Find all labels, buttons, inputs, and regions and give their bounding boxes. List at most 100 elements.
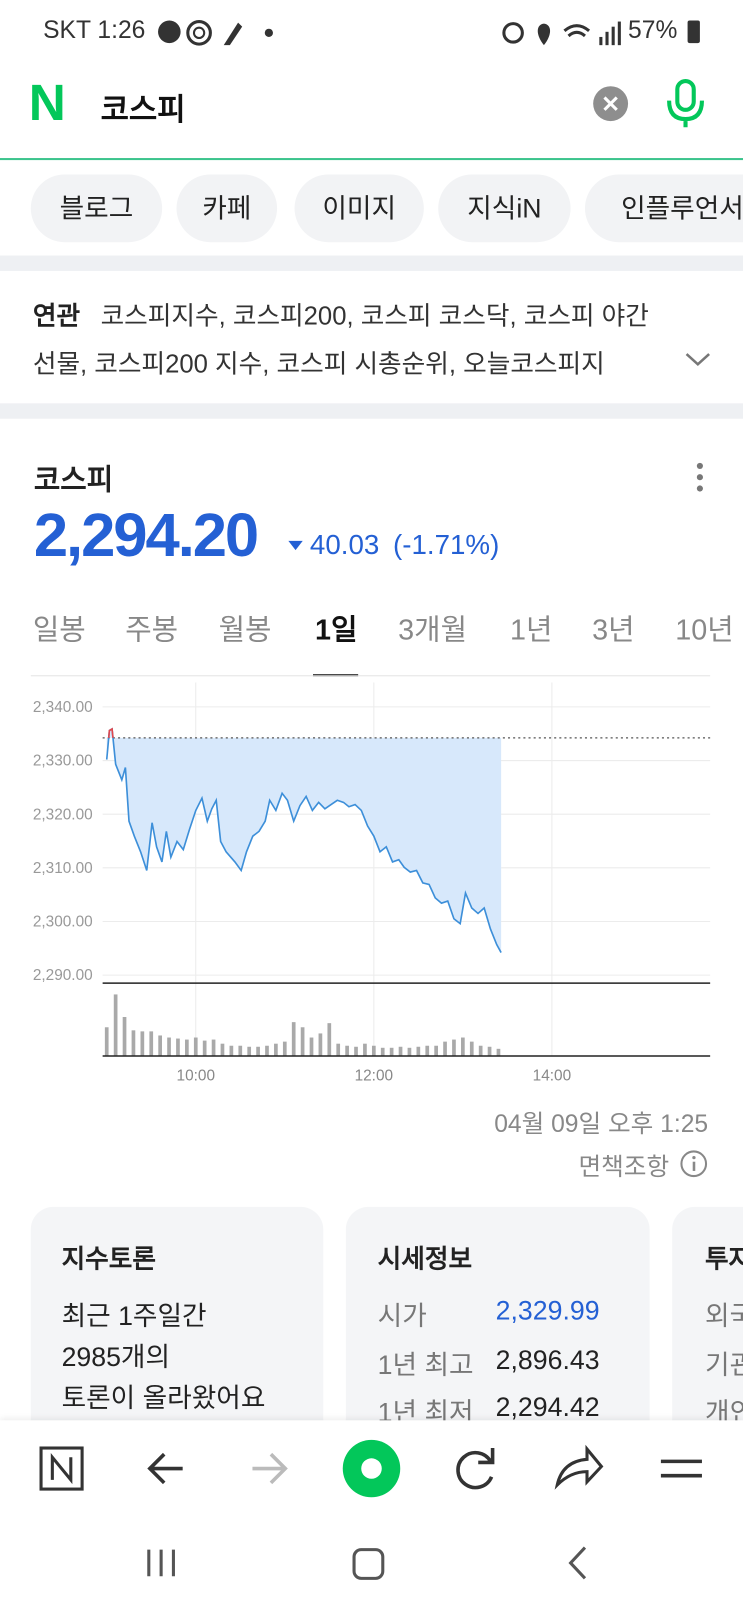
- card-text: 토론이 올라왔어요: [61, 1382, 266, 1414]
- volume-bar: [336, 1043, 341, 1057]
- status-time: SKT 1:26: [43, 16, 146, 45]
- period-tab[interactable]: 1년: [510, 613, 553, 646]
- volume-bar: [389, 1047, 394, 1057]
- period-tab[interactable]: 10년: [675, 613, 734, 646]
- info-value: 2,329.99: [495, 1295, 600, 1326]
- volume-bar: [434, 1045, 438, 1057]
- volume-bar: [167, 1037, 171, 1057]
- volume-bar: [469, 1041, 474, 1057]
- volume-bar: [461, 1037, 465, 1057]
- volume-bar: [282, 1041, 287, 1057]
- disclaimer[interactable]: 면책조항: [578, 1153, 670, 1182]
- y-tick-label: 2,290.00: [33, 967, 93, 984]
- price-line: [105, 727, 502, 953]
- investor-label: 외국: [705, 1300, 743, 1332]
- volume-bar: [229, 1045, 234, 1057]
- y-tick-label: 2,330.00: [33, 753, 93, 770]
- down-arrow: [288, 540, 303, 551]
- search-underline: [0, 158, 743, 161]
- menu-button[interactable]: [660, 1459, 702, 1478]
- separator: [0, 255, 743, 271]
- related-line[interactable]: 코스피지수, 코스피200, 코스피 코스닥, 코스피 야간: [100, 301, 649, 331]
- volume-bar: [274, 1043, 278, 1057]
- period-tab[interactable]: 주봉: [125, 613, 179, 646]
- investor-label: 기관: [705, 1349, 743, 1381]
- volume-bar: [113, 994, 118, 1057]
- voice-search[interactable]: [663, 78, 708, 131]
- volume-bar: [131, 1030, 136, 1057]
- info-value: 2,896.43: [495, 1344, 600, 1376]
- info-label: 시가: [377, 1300, 427, 1332]
- system-back[interactable]: [568, 1546, 587, 1580]
- search-query[interactable]: 코스피: [100, 93, 186, 128]
- info-value: 2,294.42: [495, 1391, 600, 1423]
- more-menu[interactable]: [690, 462, 711, 495]
- period-tab[interactable]: 3년: [592, 613, 635, 646]
- green-dot-button[interactable]: [342, 1439, 401, 1498]
- forward-button[interactable]: [252, 1452, 288, 1485]
- search-tab[interactable]: 이미지: [294, 174, 424, 243]
- volume-bar: [327, 1023, 332, 1057]
- y-tick-label: 2,320.00: [33, 806, 93, 823]
- search-tab[interactable]: 블로그: [30, 174, 163, 243]
- share-button[interactable]: [554, 1444, 604, 1490]
- status-indicators: [502, 21, 621, 46]
- period-tab[interactable]: 월봉: [218, 613, 272, 646]
- x-tick-label: 10:00: [177, 1068, 215, 1085]
- info-label: 1년 최고: [377, 1349, 474, 1381]
- volume-bar: [425, 1045, 430, 1057]
- volume-bar: [380, 1047, 385, 1057]
- volume-bar: [487, 1046, 492, 1057]
- volume-bar: [300, 1027, 305, 1057]
- search-tab[interactable]: 지식iN: [438, 174, 571, 243]
- volume-bar: [158, 1035, 162, 1057]
- x-tick-label: 14:00: [533, 1068, 571, 1085]
- volume-bar: [211, 1039, 216, 1057]
- period-tab[interactable]: 일봉: [32, 613, 86, 646]
- card-title: 시세정보: [377, 1244, 473, 1274]
- period-tab[interactable]: 1일: [315, 613, 358, 646]
- card-title: 투자: [705, 1244, 743, 1274]
- volume-bar: [140, 1031, 145, 1057]
- clear-button[interactable]: [591, 84, 630, 123]
- volume-bar: [443, 1041, 447, 1057]
- back-button[interactable]: [147, 1452, 183, 1485]
- price-change-percent: (-1.71%): [393, 529, 500, 561]
- volume-bar: [202, 1040, 207, 1057]
- battery-icon: [687, 20, 700, 44]
- volume-bar: [122, 1017, 127, 1057]
- volume-bar: [407, 1047, 412, 1057]
- home-button[interactable]: [39, 1446, 84, 1491]
- timestamp: 04월 09일 오후 1:25: [494, 1110, 709, 1139]
- volume-bar: [398, 1046, 403, 1057]
- volume-bar: [220, 1043, 225, 1057]
- volume-bar: [256, 1046, 260, 1057]
- price-change: 40.03: [309, 529, 380, 561]
- naver-logo[interactable]: N: [28, 73, 66, 132]
- expand-chevron[interactable]: [683, 349, 712, 370]
- search-tab[interactable]: 카페: [176, 174, 278, 243]
- volume-bar: [345, 1045, 349, 1057]
- volume-bar: [318, 1033, 323, 1057]
- x-tick-label: 12:00: [355, 1068, 393, 1085]
- period-tab[interactable]: 3개월: [398, 613, 468, 646]
- related-line[interactable]: 선물, 코스피200 지수, 코스피 시총순위, 오늘코스피지: [32, 349, 605, 379]
- search-tab[interactable]: 인플루언서: [584, 174, 743, 243]
- system-home[interactable]: [352, 1548, 385, 1580]
- card-text: 최근 1주일간: [61, 1300, 207, 1332]
- info-icon[interactable]: [678, 1148, 709, 1179]
- volume-bar: [291, 1022, 296, 1057]
- volume-bar: [247, 1046, 252, 1057]
- volume-bar: [452, 1039, 456, 1057]
- status-icons: [158, 20, 273, 46]
- y-tick-label: 2,300.00: [33, 914, 93, 931]
- y-tick-label: 2,340.00: [33, 699, 93, 716]
- volume-bar: [416, 1046, 421, 1057]
- recent-apps[interactable]: [147, 1549, 175, 1577]
- card-text: 2985개의: [61, 1341, 171, 1373]
- volume-bar: [104, 1027, 109, 1057]
- volume-bar: [496, 1048, 501, 1057]
- refresh-button[interactable]: [456, 1448, 495, 1490]
